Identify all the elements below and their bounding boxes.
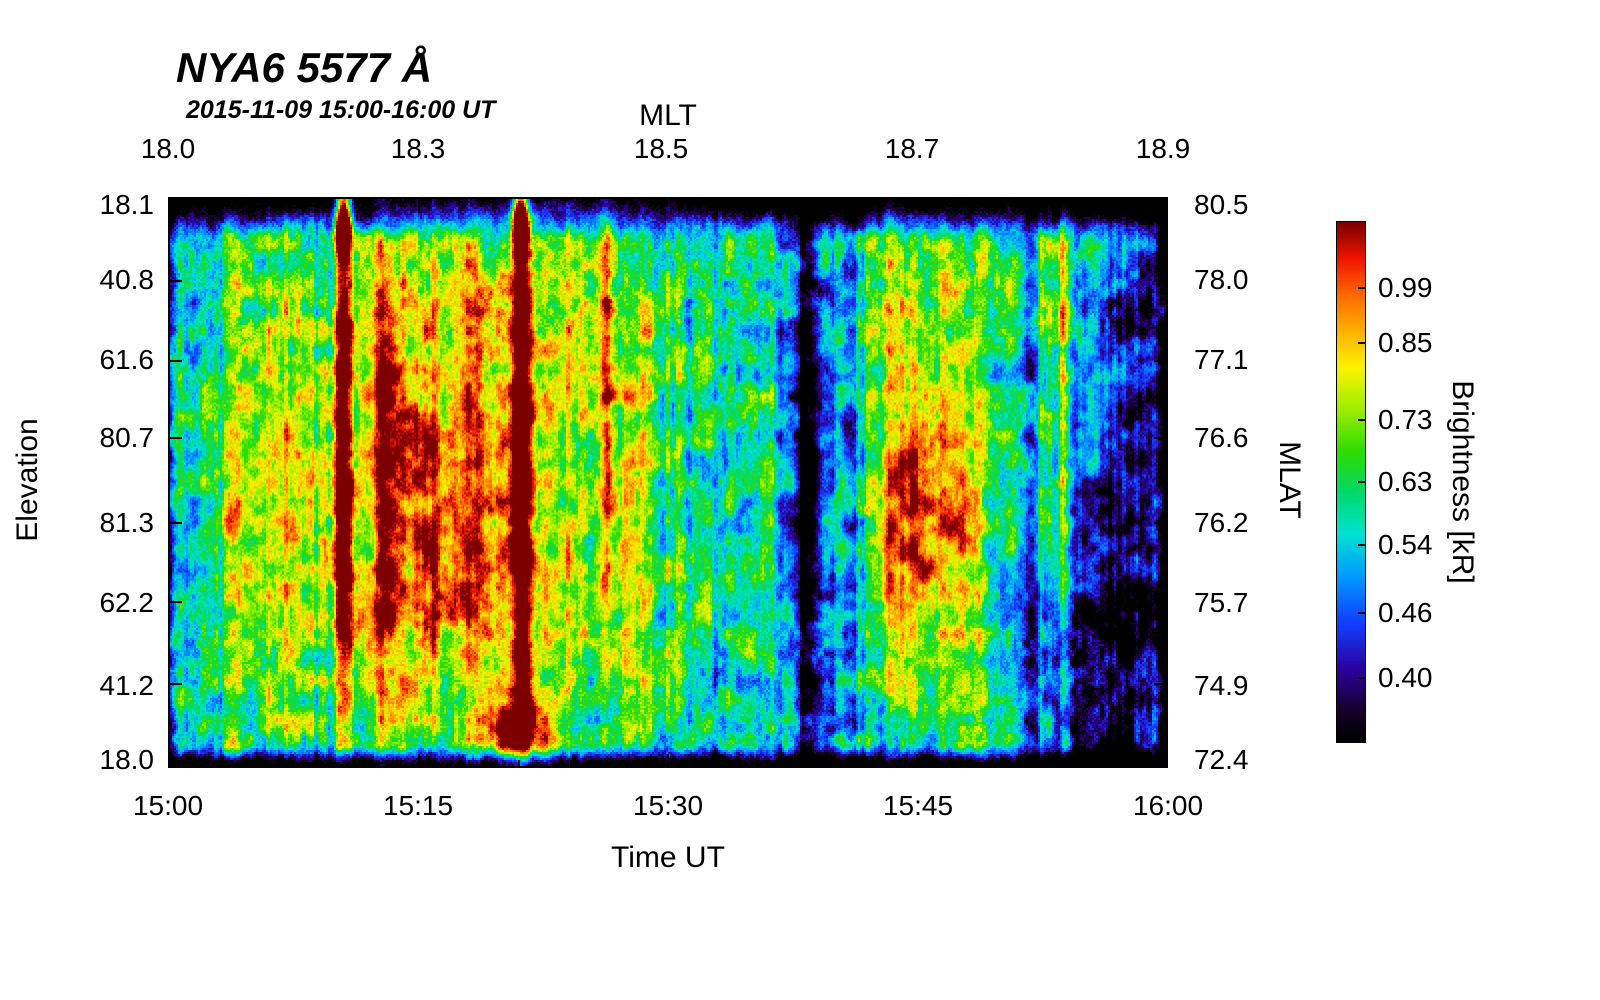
left-axis-tick <box>170 521 182 524</box>
colorbar-tick <box>1358 677 1365 680</box>
bottom-axis-tick <box>169 754 171 766</box>
right-tick-label: 78.0 <box>1194 263 1249 295</box>
bottom-axis-tick <box>1165 754 1167 766</box>
colorbar-tick <box>1358 287 1365 290</box>
top-axis-tick <box>169 199 171 211</box>
right-axis-tick <box>1154 757 1166 760</box>
bottom-axis-minor-tick <box>766 760 769 766</box>
colorbar-tick <box>1358 481 1365 483</box>
bottom-tick-label: 15:00 <box>132 790 204 821</box>
bottom-axis-tick <box>667 754 669 766</box>
plot-title: NYA6 5577 Å <box>176 44 433 91</box>
top-axis-tick <box>660 199 663 211</box>
left-tick-label: 41.2 <box>99 669 155 701</box>
colorbar-tick-label: 0.54 <box>1378 528 1433 560</box>
colorbar-tick-label: 0.63 <box>1378 466 1433 497</box>
left-axis-tick <box>170 359 182 362</box>
colorbar-tick <box>1358 543 1365 546</box>
left-tick-label: 62.2 <box>99 586 155 618</box>
bottom-axis-minor-tick <box>617 760 620 766</box>
bottom-axis-minor-tick <box>965 760 968 766</box>
bottom-axis-minor-tick <box>716 760 719 766</box>
colorbar-tick <box>1358 419 1365 422</box>
bottom-axis-minor-tick <box>467 760 470 766</box>
right-axis-tick <box>1154 437 1166 440</box>
colorbar-tick-label: 0.40 <box>1378 662 1433 694</box>
colorbar-tick-label: 0.46 <box>1378 597 1433 629</box>
colorbar-label: Brightness [kR] <box>1446 380 1479 584</box>
bottom-axis-label: Time UT <box>611 841 725 874</box>
top-tick-label: 18.3 <box>390 133 446 164</box>
top-axis-label: MLT <box>639 99 697 132</box>
colorbar-tick <box>1358 612 1365 615</box>
top-axis-tick <box>418 199 420 211</box>
left-tick-label: 80.7 <box>99 421 155 453</box>
colorbar-tick-label: 0.99 <box>1378 272 1433 304</box>
bottom-axis-minor-tick <box>1115 760 1118 766</box>
bottom-axis-minor-tick <box>268 760 271 766</box>
bottom-tick-label: 16:00 <box>1132 790 1204 821</box>
bottom-axis-minor-tick <box>1015 760 1018 766</box>
colorbar-tick <box>1358 342 1365 345</box>
left-tick-label: 18.0 <box>99 744 155 775</box>
right-axis-tick <box>1154 601 1166 604</box>
top-tick-label: 18.7 <box>884 133 940 164</box>
bottom-axis-minor-tick <box>866 760 869 766</box>
right-tick-label: 76.6 <box>1194 421 1249 453</box>
left-tick-label: 61.6 <box>99 343 155 375</box>
right-axis-tick <box>1154 683 1166 686</box>
bottom-axis-minor-tick <box>816 760 819 766</box>
colorbar-frame <box>1336 221 1366 743</box>
right-axis-tick <box>1154 359 1166 362</box>
bottom-axis-minor-tick <box>567 760 570 766</box>
right-tick-label: 80.5 <box>1194 188 1249 220</box>
bottom-tick-label: 15:15 <box>382 790 454 821</box>
left-tick-label: 18.1 <box>99 188 155 220</box>
colorbar-tick-label: 0.85 <box>1378 327 1433 359</box>
left-axis-tick <box>170 280 182 283</box>
plot-subtitle: 2015-11-09 15:00-16:00 UT <box>186 96 496 124</box>
bottom-tick-label: 15:45 <box>882 790 954 821</box>
bottom-axis-minor-tick <box>318 760 321 766</box>
bottom-axis-minor-tick <box>517 760 520 766</box>
bottom-axis-minor-tick <box>368 760 371 766</box>
bottom-axis-tick <box>916 754 918 766</box>
bottom-axis-minor-tick <box>1065 760 1068 766</box>
left-axis-tick <box>170 757 182 760</box>
left-tick-label: 40.8 <box>99 263 155 295</box>
right-axis-tick <box>1154 205 1166 208</box>
right-tick-label: 72.4 <box>1194 744 1249 775</box>
top-axis-tick <box>910 199 913 211</box>
left-tick-label: 81.3 <box>99 507 155 539</box>
left-axis-tick <box>170 205 182 208</box>
right-axis-label: MLAT <box>1273 441 1306 519</box>
left-axis-tick <box>170 601 182 604</box>
right-tick-label: 74.9 <box>1194 669 1249 701</box>
right-axis-tick <box>1154 280 1166 283</box>
left-axis-tick <box>170 437 182 440</box>
left-axis-tick <box>170 683 182 686</box>
left-axis-label: Elevation <box>11 418 44 542</box>
top-tick-label: 18.9 <box>1135 133 1191 164</box>
right-tick-label: 77.1 <box>1194 343 1249 375</box>
plot-frame <box>168 197 1168 768</box>
right-tick-label: 76.2 <box>1194 507 1249 539</box>
bottom-axis-minor-tick <box>218 760 221 766</box>
bottom-tick-label: 15:30 <box>632 790 704 821</box>
bottom-axis-tick <box>418 754 420 766</box>
right-tick-label: 75.7 <box>1194 586 1249 618</box>
right-axis-tick <box>1154 521 1166 524</box>
heatmap-canvas <box>168 197 1168 768</box>
top-tick-label: 18.0 <box>140 133 196 164</box>
top-tick-label: 18.5 <box>633 133 689 164</box>
top-axis-tick <box>1160 199 1163 211</box>
colorbar-tick-label: 0.73 <box>1378 404 1433 436</box>
